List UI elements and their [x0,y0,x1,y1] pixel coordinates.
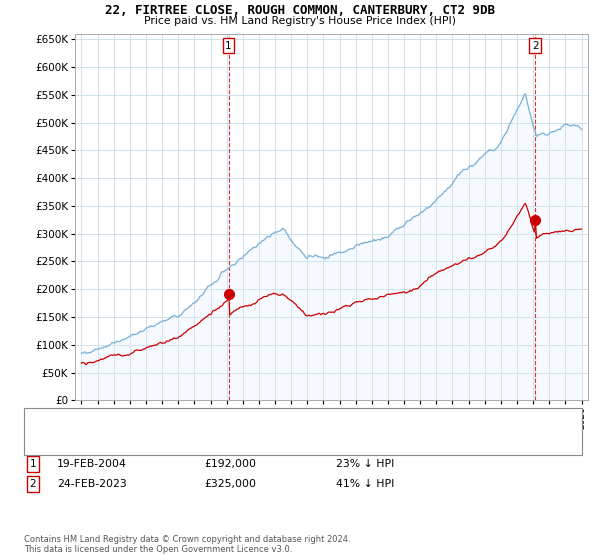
Text: HPI: Average price, detached house, Canterbury: HPI: Average price, detached house, Cant… [69,436,305,446]
Text: 41% ↓ HPI: 41% ↓ HPI [336,479,394,489]
Text: £192,000: £192,000 [204,459,256,469]
Text: 19-FEB-2004: 19-FEB-2004 [57,459,127,469]
Text: ————: ———— [36,415,80,425]
Text: £325,000: £325,000 [204,479,256,489]
Text: 23% ↓ HPI: 23% ↓ HPI [336,459,394,469]
Text: 22, FIRTREE CLOSE, ROUGH COMMON, CANTERBURY, CT2 9DB: 22, FIRTREE CLOSE, ROUGH COMMON, CANTERB… [105,4,495,17]
Text: 2: 2 [29,479,37,489]
Text: 22, FIRTREE CLOSE, ROUGH COMMON, CANTERBURY, CT2 9DB (detached house): 22, FIRTREE CLOSE, ROUGH COMMON, CANTERB… [69,415,464,425]
Text: 24-FEB-2023: 24-FEB-2023 [57,479,127,489]
Text: Price paid vs. HM Land Registry's House Price Index (HPI): Price paid vs. HM Land Registry's House … [144,16,456,26]
Text: Contains HM Land Registry data © Crown copyright and database right 2024.
This d: Contains HM Land Registry data © Crown c… [24,535,350,554]
Text: 1: 1 [29,459,37,469]
Text: ————: ———— [36,436,80,446]
Text: 2: 2 [532,41,538,51]
Text: 1: 1 [225,41,232,51]
